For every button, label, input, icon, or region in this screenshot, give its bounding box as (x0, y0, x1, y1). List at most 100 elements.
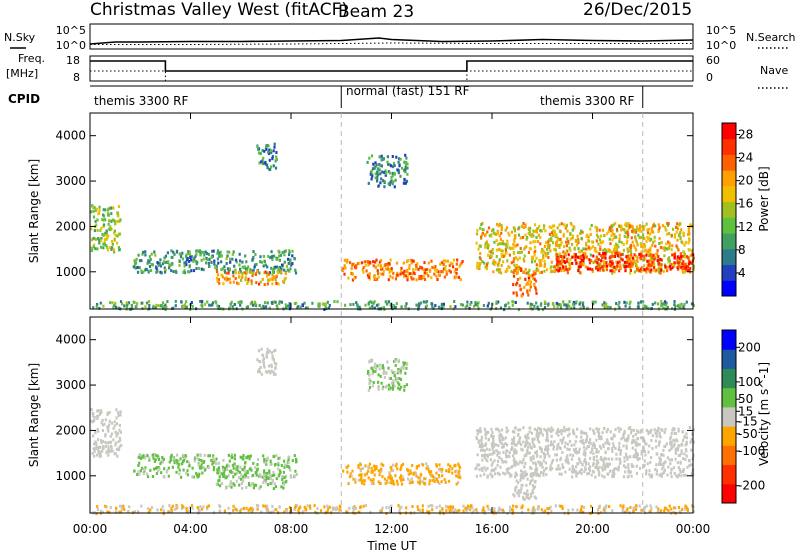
noise-line-nsky (89, 37, 694, 45)
nsky-tick-high: 10^5 (56, 24, 86, 37)
cpid-boundaries (340, 113, 644, 513)
power-echo-region (366, 153, 409, 189)
power-echo-region (132, 249, 298, 275)
y-tick-label: 1000 (55, 469, 86, 483)
colorbar-swatch (722, 248, 736, 266)
colorbar-tick-label: 4 (738, 266, 746, 280)
velocity-colorbar-label: Velocity [m s^-1] (757, 362, 771, 466)
velocity-panel: 1000 2000 3000 4000 Slant Range [km] -200 -1… (27, 316, 771, 516)
nave-tick-high: 60 (706, 54, 720, 67)
time-axis: 00:00 04:00 08:00 12:00 16:00 20:00 00:00 (73, 113, 711, 536)
x-tick-label: 16:00 (475, 522, 510, 536)
power-echo-region (90, 204, 122, 254)
cpid-label: CPID (8, 92, 40, 106)
nsky-label: N.Sky (4, 31, 36, 44)
colorbar-swatch (722, 201, 736, 218)
colorbar-swatch (722, 185, 736, 203)
power-echo-region (475, 221, 695, 275)
power-echo-region (555, 251, 695, 273)
y-tick-label: 4000 (55, 333, 86, 347)
y-tick-label: 1000 (55, 265, 86, 279)
colorbar-swatch (722, 387, 736, 408)
colorbar-swatch (722, 464, 736, 485)
velocity-echo-region (256, 347, 278, 376)
noise-line-nsearch (90, 42, 693, 45)
x-tick-label: 20:00 (575, 522, 610, 536)
colorbar-tick-label: 200 (738, 340, 761, 354)
colorbar-swatch (722, 445, 736, 466)
colorbar-swatch (722, 330, 736, 350)
noise-panel: N.Sky 10^5 10^0 10^5 10^0 N.Search (4, 23, 796, 52)
x-tick-label: 00:00 (73, 522, 108, 536)
noise-series (89, 37, 694, 45)
power-colorbar-label: Power [dB] (757, 166, 771, 231)
colorbar-tick-label: 12 (738, 220, 753, 234)
station-title: Christmas Valley West (fitACF) (90, 0, 348, 20)
power-colorbar: 4 8 12 16 20 24 28 (721, 122, 753, 297)
velocity-echo-region (366, 358, 409, 392)
velocity-echo-region (90, 408, 123, 458)
colorbar-tick-label: 20 (738, 174, 753, 188)
velocity-echo-region (215, 473, 288, 491)
x-tick-label: 04:00 (173, 522, 208, 536)
colorbar-swatch (722, 154, 736, 171)
power-echo-region (341, 258, 464, 282)
freq-label: Freq. (18, 52, 45, 65)
colorbar-tick-label: 100 (738, 375, 761, 389)
nsearch-tick-low: 10^0 (706, 39, 736, 52)
velocity-heatmap (90, 347, 695, 516)
colorbar-swatch (722, 233, 736, 250)
colorbar-tick-label: -50 (738, 427, 758, 441)
beam-title: Beam 23 (338, 2, 414, 22)
freq-series (90, 60, 693, 82)
y-tick-label: 2000 (55, 219, 86, 233)
y-tick-label: 4000 (55, 129, 86, 143)
colorbar-swatch (722, 217, 736, 234)
colorbar-swatch (722, 426, 736, 446)
freq-tick-high: 18 (66, 54, 80, 67)
date-title: 26/Dec/2015 (583, 0, 692, 20)
nsearch-label: N.Search (746, 31, 796, 44)
colorbar-swatch (722, 123, 736, 140)
y-tick-label: 3000 (55, 378, 86, 392)
colorbar-tick-label: -15 (738, 415, 758, 429)
velocity-echo-region (512, 471, 538, 501)
colorbar-tick-label: -200 (738, 479, 765, 493)
colorbar-tick-label: 28 (738, 128, 753, 142)
velocity-y-axis-label: Slant Range [km] (27, 363, 41, 467)
power-echo-region (512, 267, 540, 298)
power-panel: 1000 2000 3000 4000 Slant Range [km] 4 8 12 16… (27, 112, 771, 312)
nsearch-tick-high: 10^5 (706, 24, 736, 37)
power-echo-region (256, 142, 278, 172)
velocity-echo-region (342, 462, 462, 486)
colorbar-tick-label: 8 (738, 243, 746, 257)
power-echo-region (215, 269, 287, 287)
velocity-echo-region (474, 426, 695, 479)
colorbar-swatch (722, 264, 736, 281)
power-heatmap (90, 142, 695, 312)
cpid-segment-1: themis 3300 RF (94, 94, 188, 108)
colorbar-swatch (722, 170, 736, 187)
colorbar-swatch (722, 280, 736, 297)
y-tick-label: 2000 (55, 423, 86, 437)
nave-label: Nave (760, 64, 788, 77)
colorbar-swatch (722, 483, 736, 504)
nave-tick-low: 0 (706, 71, 713, 84)
x-tick-label: 00:00 (676, 522, 711, 536)
freq-tick-low: 8 (73, 71, 80, 84)
colorbar-tick-label: -100 (738, 444, 765, 458)
colorbar-tick-label: 24 (738, 151, 753, 165)
cpid-segment-2: normal (fast) 151 RF (346, 84, 470, 98)
colorbar-swatch (722, 349, 736, 369)
nsky-tick-low: 10^0 (56, 39, 86, 52)
colorbar-swatch (722, 406, 736, 427)
colorbar-tick-label: 50 (738, 392, 753, 406)
colorbar-tick-label: 15 (738, 404, 753, 418)
colorbar-tick-label: 16 (738, 197, 753, 211)
cpid-row: CPID themis 3300 RF normal (fast) 151 RF… (8, 84, 693, 108)
colorbar-swatch (722, 138, 736, 155)
x-tick-label: 08:00 (274, 522, 309, 536)
colorbar-swatch (722, 368, 736, 389)
